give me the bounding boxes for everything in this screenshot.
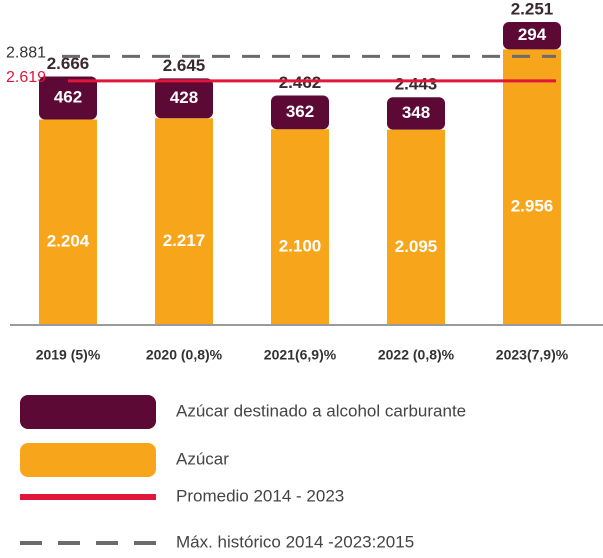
total-label: 2.666 [47,54,90,73]
legend-label: Azúcar [176,449,229,468]
x-tick-label: 2020 (0,8)% [146,347,223,363]
total-label: 2.645 [163,56,206,75]
bar-segment [387,97,445,130]
bar-segment [503,49,561,325]
bar-segment [387,129,445,325]
x-tick-label: 2023(7,9)% [496,347,569,363]
legend-swatch [20,395,156,429]
value-label: 2.100 [279,237,322,256]
bar-segment [271,129,329,325]
value-label: 362 [286,102,314,121]
bar-segment [155,118,213,325]
legend-label: Promedio 2014 - 2023 [176,486,344,505]
value-label: 2.095 [395,237,438,256]
bar-segment [39,76,97,120]
value-label: 428 [170,88,198,107]
legend-label: Azúcar destinado a alcohol carburante [176,401,466,420]
value-label: 462 [54,87,82,106]
x-tick-label: 2022 (0,8)% [378,347,455,363]
bar-segment [155,78,213,119]
legend-swatch [20,443,156,477]
x-tick-label: 2021(6,9)% [264,347,337,363]
value-label: 294 [518,25,547,44]
bar-segment [503,22,561,50]
value-label: 2.204 [47,232,90,251]
value-label: 2.217 [163,231,206,250]
value-label: 348 [402,103,430,122]
reference-label: 2.619 [6,69,46,86]
reference-label: 2.881 [6,45,46,62]
bar-segment [39,119,97,326]
x-tick-label: 2019 (5)% [36,347,101,363]
legend-label: Máx. histórico 2014 -2023:2015 [176,532,414,551]
total-label: 2.443 [395,75,438,94]
total-label: 2.251 [511,0,554,18]
total-label: 2.462 [279,73,322,92]
value-label: 2.956 [511,197,554,216]
bar-segment [271,95,329,130]
